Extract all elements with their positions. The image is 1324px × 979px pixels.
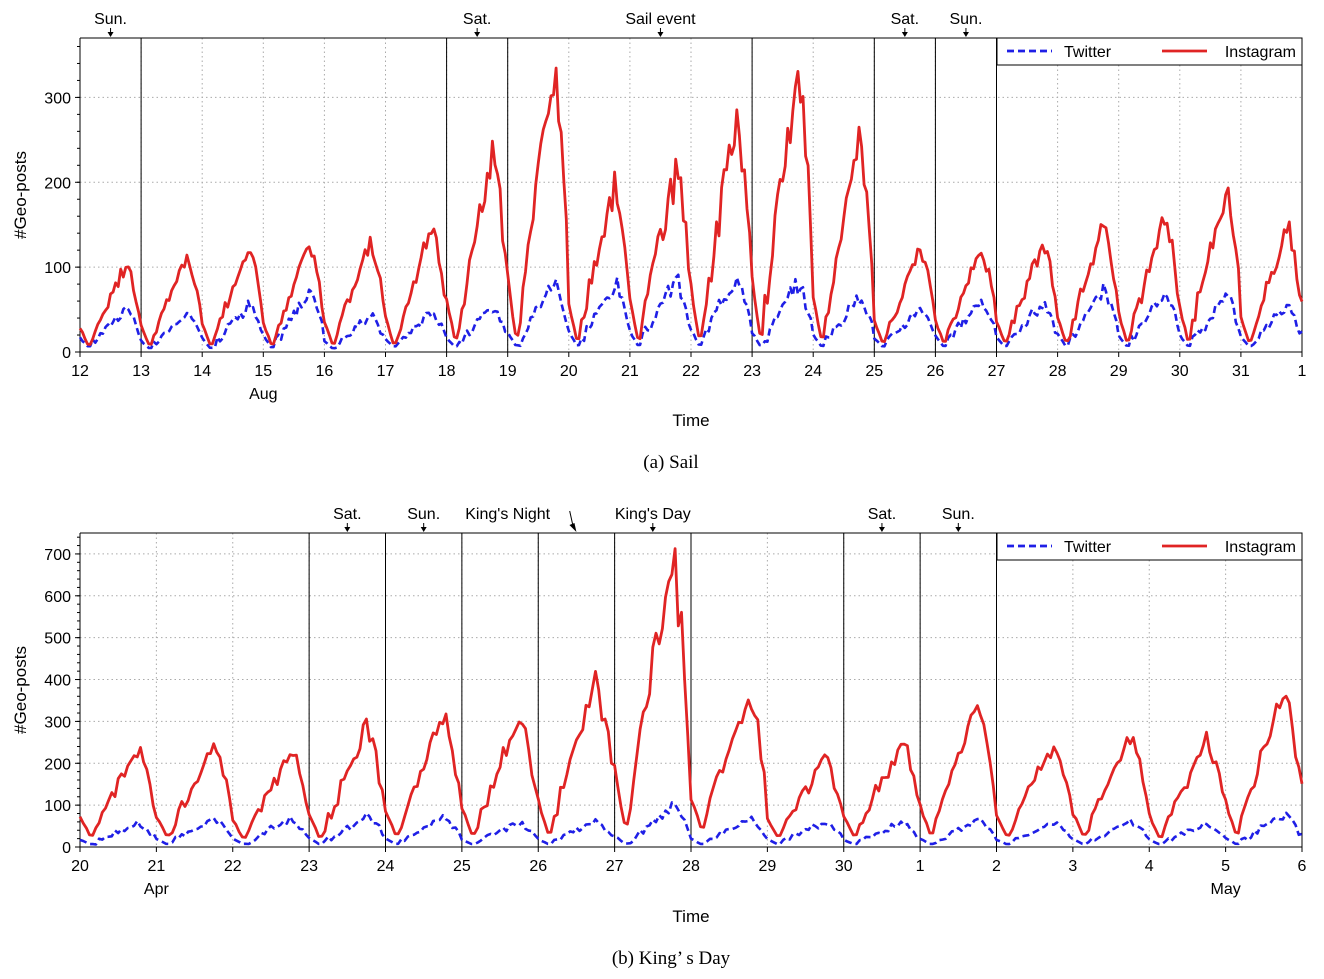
series-line-instagram [78, 547, 1304, 839]
x-tick-label: 21 [621, 363, 639, 380]
month-label: Aug [249, 386, 277, 403]
y-tick-label: 300 [44, 714, 71, 731]
annotation-label: Sat. [868, 506, 896, 523]
legend-box [996, 532, 1303, 561]
x-tick-label: 6 [1298, 858, 1307, 875]
x-tick-label: 24 [804, 363, 822, 380]
x-tick-label: 29 [1110, 363, 1128, 380]
annotation-label: Sat. [463, 11, 491, 28]
annotation-label: King's Night [465, 506, 550, 523]
month-label: May [1211, 881, 1241, 898]
annotation-arrowhead [420, 527, 427, 532]
annotation-label: Sun. [949, 11, 982, 28]
x-tick-label: 30 [1171, 363, 1189, 380]
x-tick-label: 1 [1298, 363, 1307, 380]
y-tick-label: 0 [62, 840, 71, 857]
x-axis-title: Time [672, 907, 709, 926]
x-tick-label: 25 [865, 363, 883, 380]
month-label: Apr [144, 881, 170, 898]
annotation-arrowhead [649, 527, 656, 532]
x-tick-label: 22 [224, 858, 242, 875]
x-tick-label: 1 [916, 858, 925, 875]
annotation-arrowhead [474, 32, 481, 37]
series-line-twitter [79, 801, 1303, 846]
x-tick-label: 20 [560, 363, 578, 380]
legend-label-twitter: Twitter [1064, 539, 1112, 556]
x-tick-label: 22 [682, 363, 700, 380]
x-tick-label: 14 [193, 363, 211, 380]
x-tick-label: 12 [71, 363, 89, 380]
annotation-label: Sun. [94, 11, 127, 28]
legend-label-instagram: Instagram [1225, 539, 1296, 556]
legend-label-instagram: Instagram [1225, 44, 1296, 61]
annotation-arrowhead [344, 527, 351, 532]
x-axis-title: Time [672, 411, 709, 430]
x-tick-label: 23 [300, 858, 318, 875]
annotation-arrowhead [569, 523, 577, 532]
annotation-label: King's Day [615, 506, 691, 523]
annotation-arrowhead [955, 527, 962, 532]
x-tick-label: 28 [1049, 363, 1067, 380]
x-tick-label: 19 [499, 363, 517, 380]
series-line-instagram [78, 66, 1304, 346]
y-tick-label: 500 [44, 631, 71, 648]
x-tick-label: 30 [835, 858, 853, 875]
y-axis-title: #Geo-posts [11, 646, 30, 734]
x-tick-label: 5 [1221, 858, 1230, 875]
chart-panel-sail: 0 100 200 300 12 13 14 15 16 17 18 19 20 21 22 23 24 25 26… [11, 11, 1307, 473]
annotation-arrowhead [962, 32, 969, 37]
y-tick-label: 0 [62, 345, 71, 362]
y-tick-label: 400 [44, 673, 71, 690]
y-axis-title: #Geo-posts [11, 151, 30, 239]
annotation-arrowhead [901, 32, 908, 37]
x-tick-label: 27 [988, 363, 1006, 380]
x-tick-label: 26 [529, 858, 547, 875]
y-tick-label: 600 [44, 589, 71, 606]
x-tick-label: 23 [743, 363, 761, 380]
series-line-twitter [78, 273, 1303, 350]
x-tick-label: 20 [71, 858, 89, 875]
figure-caption: (a) Sail [643, 452, 698, 473]
x-tick-label: 31 [1232, 363, 1250, 380]
legend: Twitter Instagram [996, 37, 1303, 66]
y-tick-label: 200 [44, 175, 71, 192]
x-tick-label: 21 [147, 858, 165, 875]
annotation-label: Sun. [407, 506, 440, 523]
x-tick-label: 3 [1068, 858, 1077, 875]
x-tick-label: 2 [992, 858, 1001, 875]
annotation-label: Sun. [942, 506, 975, 523]
annotation-arrowhead [107, 32, 114, 37]
y-tick-label: 700 [44, 547, 71, 564]
x-tick-label: 15 [254, 363, 272, 380]
x-tick-label: 17 [377, 363, 395, 380]
x-tick-label: 18 [438, 363, 456, 380]
x-tick-label: 16 [316, 363, 334, 380]
figure-caption: (b) King’ s Day [612, 948, 731, 969]
x-tick-label: 27 [606, 858, 624, 875]
x-tick-label: 24 [377, 858, 395, 875]
y-tick-label: 100 [44, 798, 71, 815]
x-tick-label: 26 [927, 363, 945, 380]
x-tick-label: 25 [453, 858, 471, 875]
legend-box [996, 37, 1303, 66]
y-tick-label: 300 [44, 90, 71, 107]
legend-label-twitter: Twitter [1064, 44, 1112, 61]
x-tick-label: 13 [132, 363, 150, 380]
annotation-label: Sail event [625, 11, 696, 28]
annotation-arrowhead [878, 527, 885, 532]
x-tick-label: 29 [758, 858, 776, 875]
legend: Twitter Instagram [996, 532, 1303, 561]
y-tick-label: 200 [44, 756, 71, 773]
x-tick-label: 4 [1145, 858, 1154, 875]
annotation-arrowhead [657, 32, 664, 37]
x-tick-label: 28 [682, 858, 700, 875]
y-tick-label: 100 [44, 260, 71, 277]
annotation-label: Sat. [891, 11, 919, 28]
annotation-label: Sat. [333, 506, 361, 523]
